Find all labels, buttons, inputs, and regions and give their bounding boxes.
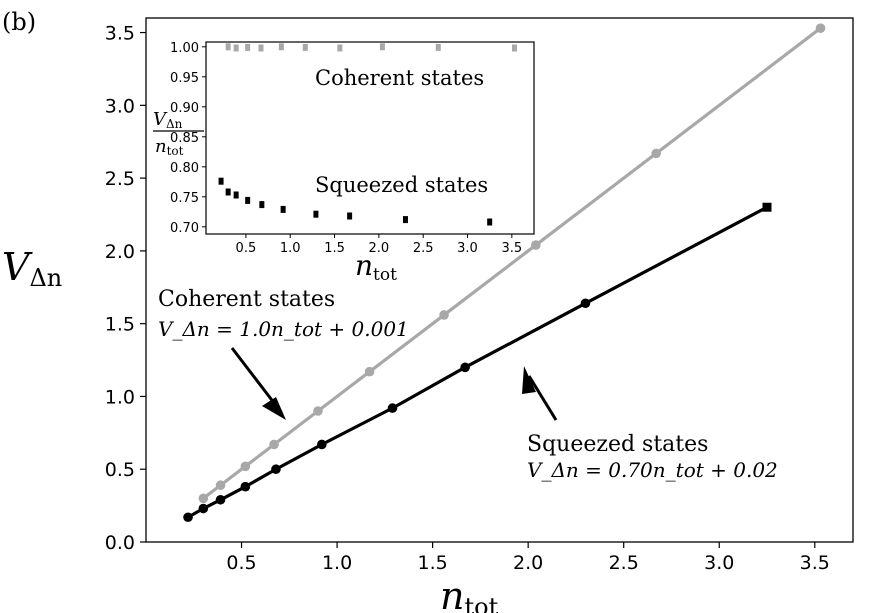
x-tick-label: 1.5 [418,552,448,574]
inset-squeezed-data-point [225,188,231,196]
y-tick-label: 0.5 [105,459,135,481]
coherent-annotation-title: Coherent states [158,287,335,312]
inset-coherent-data-point [245,43,251,51]
coherent-data-point [364,366,375,377]
main-series [183,23,826,523]
inset-squeezed-data-point [402,216,408,224]
coherent-data-point [240,461,251,472]
x-axis-label-main: n [440,574,464,613]
inset-y-axis-label: VΔn ntot [153,109,204,158]
squeezed-data-point [240,481,251,492]
inset-coherent-data-point [302,43,308,51]
x-tick-label: 3.0 [704,552,734,574]
squeezed-series-line [187,205,768,519]
squeezed-data-point [215,494,226,505]
coherent-data-point [269,439,279,450]
inset-y-tick-label: 0.95 [170,71,199,86]
x-tick-label: 3.5 [800,552,830,574]
inset-x-tick-label: 1.0 [280,241,301,256]
squeezed-data-point [316,439,327,450]
inset-y-tick-label: 0.70 [170,221,199,236]
squeezed-data-point [580,298,591,309]
x-tick-label: 2.5 [609,552,639,574]
coherent-data-point [313,406,323,416]
y-tick-label: 3.5 [105,23,135,45]
y-axis-label: VΔn [2,245,62,292]
squeezed-arrow-head [522,366,536,394]
inset-coherent-data-point [379,43,385,51]
coherent-data-point [198,493,209,504]
inset-squeezed-data-point [313,210,319,218]
inset-x-tick-label: 0.5 [236,241,257,256]
panel-label: (b) [2,8,36,36]
squeezed-data-point [460,362,470,373]
inset-squeezed-data-point [259,201,265,209]
squeezed-data-point [183,512,193,523]
coherent-data-point [215,480,226,491]
inset-squeezed-data-point [245,196,251,204]
main-y-ticks: 0.0 0.5 1.0 1.5 2.0 2.5 3.0 3.5 [105,23,146,554]
coherent-annotation-equation: V_Δn = 1.0n_tot + 0.001 [158,317,409,341]
y-tick-label: 2.0 [105,241,135,263]
inset-coherent-data-point [435,43,441,51]
y-axis-label-sub: Δn [29,264,62,292]
x-tick-label: 1.0 [322,552,352,574]
coherent-data-point [439,310,449,320]
inset-squeezed-data-point [233,191,239,199]
inset-y-tick-label: 0.80 [170,161,199,176]
inset-coherent-data-point [337,44,343,52]
coherent-data-point [651,148,661,159]
inset-squeezed-data-point [218,177,224,185]
x-axis-label: ntot [440,574,499,613]
inset-coherent-data-point [258,44,264,52]
y-axis-label-main: V [2,245,33,289]
squeezed-data-point [271,464,281,475]
inset-x-ticks: 0.5 1.0 1.5 2.0 2.5 3.0 3.5 [236,234,522,256]
inset-y-ticks: 0.70 0.75 0.80 0.85 0.90 0.95 1.00 [170,41,206,236]
inset-x-tick-label: 2.5 [413,241,434,256]
y-tick-label: 2.5 [105,168,135,190]
squeezed-data-point [198,503,209,514]
inset-squeezed-data-point [487,218,493,226]
inset-coherent-data-point [511,44,517,52]
inset-y-tick-label: 0.90 [170,101,199,116]
inset-coherent-data-point [278,43,284,51]
inset-squeezed-data-point [280,205,286,213]
coherent-data-point [815,23,826,33]
squeezed-annotation-equation: V_Δn = 0.70n_tot + 0.02 [527,458,778,482]
squeezed-annotation-title: Squeezed states [527,432,708,457]
inset-coherent-data-point [225,43,231,51]
squeezed-data-point [762,202,772,212]
y-tick-label: 1.5 [105,314,135,336]
inset-x-tick-label: 3.5 [501,241,522,256]
y-tick-label: 0.0 [105,532,135,554]
x-tick-label: 0.5 [226,552,256,574]
x-axis-label-sub: tot [464,593,498,613]
inset-x-tick-label: 2.0 [369,241,390,256]
inset-coherent-label: Coherent states [315,66,484,90]
squeezed-arrow-shaft [527,375,558,421]
inset-series [218,43,517,226]
y-tick-label: 1.0 [105,386,135,408]
main-x-ticks: 0.5 1.0 1.5 2.0 2.5 3.0 3.5 [226,542,830,574]
main-plot-frame [145,17,854,543]
inset-y-tick-label: 1.00 [170,41,199,56]
x-tick-label: 2.0 [513,552,543,574]
coherent-data-point [531,240,541,250]
coherent-arrow-head [262,397,286,420]
inset-y-tick-label: 0.75 [170,191,199,206]
inset-y-tick-label: 0.85 [170,131,199,146]
squeezed-data-point [387,403,398,413]
inset-coherent-data-point [233,44,239,52]
inset-squeezed-data-point [347,212,353,220]
inset-squeezed-label: Squeezed states [315,173,488,197]
y-tick-label: 3.0 [105,95,135,117]
inset-x-tick-label: 3.0 [457,241,478,256]
coherent-series-line [202,26,822,500]
inset-x-tick-label: 1.5 [324,241,345,256]
